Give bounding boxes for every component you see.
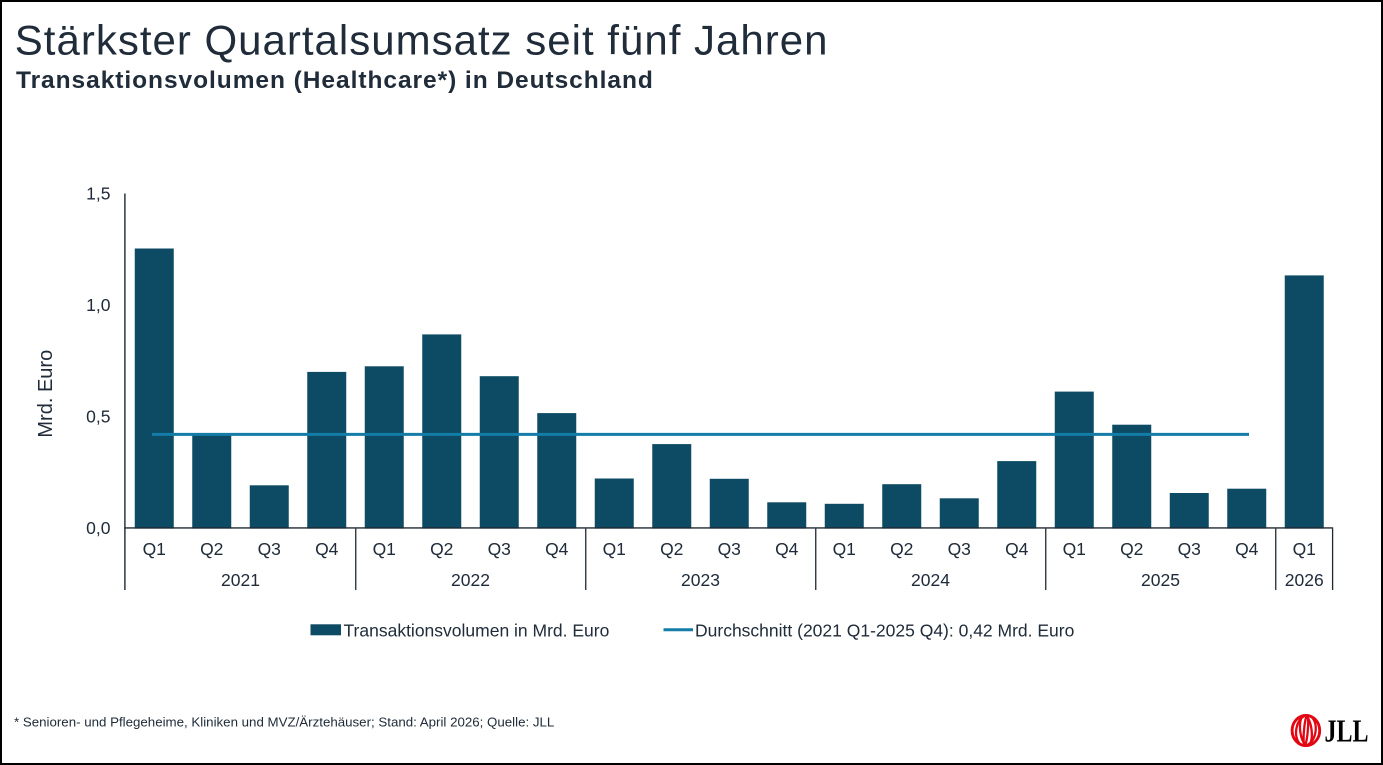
- svg-text:Q1: Q1: [833, 539, 856, 559]
- svg-text:Q3: Q3: [1178, 539, 1201, 559]
- svg-text:Q2: Q2: [890, 539, 913, 559]
- svg-text:2023: 2023: [681, 570, 720, 590]
- svg-text:Q3: Q3: [948, 539, 971, 559]
- svg-text:Q4: Q4: [775, 539, 799, 559]
- svg-text:Q4: Q4: [545, 539, 569, 559]
- svg-text:Q3: Q3: [488, 539, 511, 559]
- svg-text:Q1: Q1: [373, 539, 396, 559]
- svg-text:Q4: Q4: [1005, 539, 1029, 559]
- svg-text:Q2: Q2: [200, 539, 223, 559]
- svg-text:Durchschnitt (2021 Q1-2025 Q4): Durchschnitt (2021 Q1-2025 Q4): 0,42 Mrd…: [695, 620, 1074, 640]
- svg-text:Transaktionsvolumen in Mrd. Eu: Transaktionsvolumen in Mrd. Euro: [344, 620, 610, 640]
- svg-text:2024: 2024: [911, 570, 950, 590]
- svg-text:2025: 2025: [1141, 570, 1180, 590]
- svg-text:2026: 2026: [1285, 570, 1324, 590]
- svg-text:0,0: 0,0: [86, 518, 111, 538]
- svg-text:Q3: Q3: [718, 539, 741, 559]
- svg-text:2021: 2021: [221, 570, 260, 590]
- svg-text:Stärkster Quartalsumsatz seit: Stärkster Quartalsumsatz seit fünf Jahre…: [15, 17, 829, 64]
- svg-text:Transaktionsvolumen (Healthcar: Transaktionsvolumen (Healthcare*) in Deu…: [16, 67, 654, 94]
- svg-text:Q2: Q2: [1120, 539, 1143, 559]
- svg-text:Q1: Q1: [1293, 539, 1316, 559]
- svg-text:2022: 2022: [451, 570, 490, 590]
- svg-text:1,0: 1,0: [86, 295, 111, 315]
- svg-text:0,5: 0,5: [86, 406, 110, 426]
- svg-text:JLL: JLL: [1325, 714, 1369, 749]
- svg-text:Q1: Q1: [603, 539, 626, 559]
- svg-text:Q2: Q2: [660, 539, 683, 559]
- svg-text:Q4: Q4: [1235, 539, 1259, 559]
- svg-text:* Senioren- und Pflegeheime, K: * Senioren- und Pflegeheime, Kliniken un…: [14, 715, 554, 730]
- svg-text:1,5: 1,5: [86, 183, 110, 203]
- svg-text:Q3: Q3: [258, 539, 281, 559]
- svg-text:Mrd. Euro: Mrd. Euro: [35, 350, 57, 438]
- svg-text:Q1: Q1: [143, 539, 166, 559]
- svg-text:Q2: Q2: [430, 539, 453, 559]
- svg-text:Q4: Q4: [315, 539, 339, 559]
- svg-text:Q1: Q1: [1063, 539, 1086, 559]
